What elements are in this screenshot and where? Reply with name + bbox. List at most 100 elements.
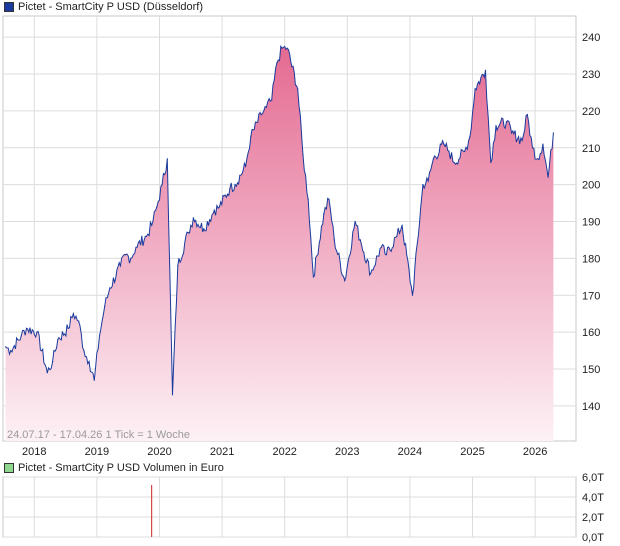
price-point [323, 213, 325, 215]
price-point [453, 161, 455, 164]
x-tick-label: 2020 [147, 446, 171, 458]
price-point [166, 158, 168, 160]
date-range-note: 24.07.17 - 17.04.26 1 Tick = 1 Woche [7, 429, 190, 441]
price-point [443, 143, 445, 145]
price-point [88, 361, 90, 363]
price-point [401, 224, 403, 226]
price-point [234, 184, 236, 186]
price-point [187, 232, 189, 234]
price-point [78, 320, 80, 322]
price-point [119, 265, 121, 267]
y-tick-label: 230 [582, 69, 600, 81]
price-point [10, 350, 12, 352]
price-point [385, 254, 387, 256]
price-point [5, 346, 7, 348]
price-line [5, 44, 554, 395]
price-point [448, 150, 450, 152]
volume-plot-area: 0,0T 2,0T 4,0T 6,0T [2, 472, 604, 544]
price-point [511, 132, 513, 134]
price-point [526, 114, 528, 116]
price-point [411, 294, 414, 296]
price-point [344, 279, 346, 282]
y-tick-label: 180 [582, 253, 600, 265]
price-point [495, 125, 497, 127]
price-point [36, 331, 38, 333]
price-point [312, 276, 314, 278]
price-plot-area: 2018 2019 2020 2021 2022 2023 2024 2025 2026 140 1… [2, 15, 600, 458]
price-point [505, 121, 507, 123]
price-point [93, 379, 95, 381]
price-point [328, 198, 330, 200]
x-tick-label: 2019 [85, 446, 109, 458]
price-point [171, 394, 174, 396]
price-point [161, 184, 163, 186]
price-point [490, 161, 492, 164]
price-point [67, 327, 69, 329]
x-tick-label: 2022 [272, 446, 296, 458]
y-tick-label: 200 [582, 180, 600, 192]
y-tick-label: 160 [582, 327, 600, 339]
price-point [474, 88, 476, 90]
price-chart-legend: Pictet - SmartCity P USD (Düsseldorf) [4, 0, 203, 14]
price-point [145, 235, 148, 237]
volume-y-tick-label: 4,0T [582, 492, 604, 504]
price-point [464, 150, 466, 152]
x-tick-label: 2021 [210, 446, 234, 458]
price-point [20, 335, 22, 337]
price-point [281, 47, 283, 49]
x-tick-label: 2026 [523, 446, 547, 458]
price-point [354, 220, 356, 223]
price-point [552, 132, 555, 134]
price-point [125, 254, 127, 256]
price-point [218, 206, 221, 208]
volume-y-tick-label: 2,0T [582, 512, 604, 524]
y-tick-label: 210 [582, 143, 600, 155]
price-chart-title: Pictet - SmartCity P USD (Düsseldorf) [18, 1, 204, 13]
price-point [427, 180, 429, 182]
price-point [484, 69, 487, 71]
y-tick-label: 220 [582, 106, 600, 118]
price-point [370, 272, 372, 274]
price-point [333, 239, 335, 241]
price-series-swatch [4, 2, 14, 12]
x-tick-label: 2024 [398, 446, 422, 458]
y-tick-label: 150 [582, 364, 600, 376]
price-point [52, 361, 54, 363]
price-point [547, 176, 549, 178]
price-point [203, 228, 205, 230]
price-point [177, 265, 179, 267]
x-tick-label: 2018 [22, 446, 46, 458]
price-point [245, 165, 247, 167]
x-tick-label: 2023 [335, 446, 359, 458]
price-point [521, 139, 523, 141]
y-tick-label: 240 [582, 32, 600, 44]
price-area-fill [5, 46, 554, 442]
volume-plot-frame [2, 476, 577, 538]
price-point [271, 99, 273, 101]
y-tick-label: 140 [582, 401, 600, 413]
volume-series-swatch [4, 463, 14, 473]
price-point [297, 88, 299, 90]
price-point [151, 224, 153, 226]
price-point [396, 235, 398, 237]
price-point [72, 313, 74, 315]
price-point [260, 114, 262, 116]
y-tick-label: 190 [582, 217, 600, 229]
price-point [250, 136, 252, 138]
price-point [192, 217, 194, 219]
price-point [25, 327, 28, 329]
price-point [307, 198, 309, 200]
price-point [98, 335, 101, 337]
price-point [83, 350, 85, 352]
price-point [46, 372, 48, 374]
price-point [156, 206, 158, 208]
volume-y-tick-label: 0,0T [582, 532, 604, 544]
volume-chart-legend: Pictet - SmartCity P USD Volumen in Euro [4, 461, 224, 475]
price-point [109, 287, 111, 289]
price-point [469, 136, 471, 138]
volume-chart-title: Pictet - SmartCity P USD Volumen in Euro [18, 462, 224, 474]
price-point [276, 62, 278, 64]
price-point [422, 184, 424, 186]
price-point [104, 305, 106, 307]
